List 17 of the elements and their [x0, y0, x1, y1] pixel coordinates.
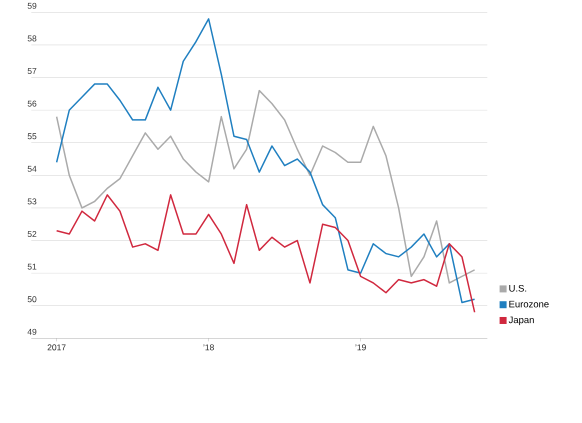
legend-label: Eurozone — [509, 300, 549, 308]
y-tick-label: 56 — [28, 100, 36, 107]
y-tick-label: 59 — [28, 2, 36, 9]
y-tick-label: 53 — [28, 198, 36, 204]
y-tick-label: 57 — [28, 68, 36, 74]
y-tick-label: 55 — [28, 133, 36, 140]
legend-label: U.S. — [509, 284, 526, 292]
y-tick-label: 51 — [28, 264, 36, 270]
y-tick-label: 54 — [28, 166, 36, 172]
y-tick-label: 49 — [28, 328, 36, 335]
legend-label: Japan — [508, 316, 534, 326]
y-tick-label: 50 — [28, 296, 36, 302]
y-tick-label: 58 — [28, 35, 36, 42]
y-tick-label: 52 — [28, 230, 36, 237]
x-tick-label: ’18 — [204, 344, 214, 350]
x-tick-label: 2017 — [48, 344, 66, 350]
x-tick-label: ’19 — [356, 344, 366, 350]
